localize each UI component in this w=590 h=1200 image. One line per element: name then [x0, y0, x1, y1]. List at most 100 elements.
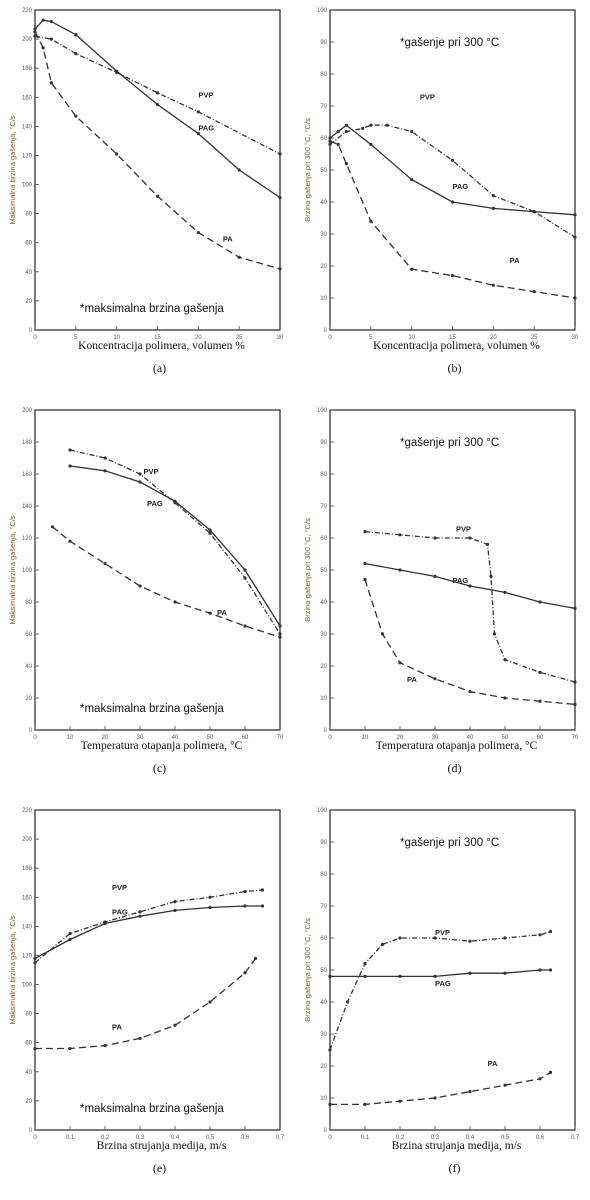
x-tick-label: 20 — [102, 735, 109, 741]
data-point-pa — [50, 525, 55, 529]
x-tick-label: 15 — [154, 335, 161, 341]
series-label-pa: PA — [217, 608, 227, 617]
data-point-pa — [491, 283, 495, 287]
data-point-pvp — [398, 533, 402, 537]
data-point-pvp — [380, 942, 385, 946]
series-line-pa — [364, 579, 576, 706]
annotation-note: *gašenje pri 300 °C — [400, 37, 499, 49]
x-tick-label: 30 — [137, 735, 144, 741]
plot-frame — [34, 9, 281, 331]
x-tick-label: 0 — [33, 735, 37, 741]
x-tick-label: 5 — [369, 335, 373, 341]
chart-panel: 0 0.1 0.2 0.3 0.4 0.5 0.6 0.7 0 10 20 30 40 50 60 70 80 9… — [295, 800, 590, 1200]
y-tick-label: 40 — [25, 664, 32, 670]
y-tick-label: 60 — [320, 136, 327, 142]
chart-panel: 0 10 20 30 40 50 60 70 0 20 40 60 80 100 120 140 160 180 2… — [0, 400, 295, 800]
y-tick-label: 60 — [25, 1041, 32, 1047]
data-point-pag — [538, 600, 542, 604]
chart-svg: 0 5 10 15 20 25 30 0 10 20 30 40 50 60 70 80 90 100 Brzina… — [303, 8, 579, 375]
panel-caption: (e) — [153, 1161, 166, 1175]
data-point-pa — [503, 1083, 507, 1087]
data-point-pvp — [503, 658, 507, 662]
data-point-pag — [74, 33, 78, 37]
data-point-pa — [398, 1099, 402, 1103]
data-point-pag — [573, 606, 577, 610]
data-point-pa — [115, 152, 119, 156]
data-point-pa — [278, 267, 282, 271]
data-point-pa — [243, 971, 247, 975]
data-point-pag — [336, 130, 340, 134]
y-tick-label: 160 — [22, 472, 33, 478]
y-tick-label: 10 — [320, 1096, 327, 1102]
series-line-pvp — [329, 124, 576, 238]
series-line-pag — [330, 969, 551, 978]
y-tick-label: 80 — [25, 600, 32, 606]
y-tick-label: 100 — [317, 408, 328, 414]
x-tick-label: 0.1 — [361, 1135, 370, 1141]
data-point-pvp — [243, 889, 247, 894]
x-tick-label: 10 — [408, 335, 415, 341]
y-tick-label: 100 — [22, 568, 33, 574]
data-point-pvp — [573, 235, 577, 239]
y-tick-label: 200 — [22, 408, 33, 414]
series-line-pvp — [329, 930, 551, 1051]
series-label-pag: PAG — [453, 182, 469, 191]
data-point-pag — [532, 210, 536, 214]
data-point-pvp — [468, 536, 472, 540]
series-label-pag: PAG — [198, 124, 214, 133]
data-point-pag — [260, 904, 265, 908]
y-axis-label: Brzina gašenja pri 300 °C, °C/s — [303, 918, 312, 1022]
annotation-note: *maksimalna brzina gašenja — [80, 303, 224, 315]
x-tick-label: 20 — [195, 335, 202, 341]
data-point-pag — [103, 469, 107, 473]
y-tick-label: 0 — [29, 728, 33, 734]
data-point-pag — [33, 27, 37, 31]
data-point-pa — [243, 624, 247, 628]
x-tick-label: 0.2 — [396, 1135, 405, 1141]
data-point-pvp — [208, 895, 212, 899]
data-point-pvp — [369, 123, 373, 127]
data-point-pag — [410, 178, 414, 182]
y-axis-label: Brzina gašenja pri 300 °C, °C/s — [303, 518, 312, 622]
series-line-pvp — [34, 35, 281, 155]
data-point-pvp — [485, 542, 490, 546]
data-point-pa — [173, 1023, 177, 1027]
data-point-pvp — [538, 933, 542, 937]
y-tick-label: 0 — [29, 1128, 33, 1134]
series-label-pag: PAG — [147, 499, 163, 508]
series-label-pa: PA — [510, 256, 520, 265]
data-point-pa — [74, 114, 78, 118]
x-tick-label: 30 — [572, 335, 579, 341]
y-tick-label: 80 — [320, 872, 327, 878]
y-tick-label: 60 — [25, 241, 32, 247]
y-tick-label: 50 — [320, 968, 327, 974]
y-axis-label: Maksimalna brzina gašenja, °C/s — [8, 915, 17, 1025]
data-point-pvp — [433, 536, 437, 540]
y-tick-label: 0 — [324, 728, 328, 734]
data-point-pag — [433, 574, 437, 578]
data-point-pa — [196, 230, 200, 235]
series-label-pvp: PVP — [198, 90, 213, 99]
series-line-pvp — [34, 889, 263, 964]
data-point-pag — [49, 20, 53, 24]
data-point-pa — [336, 142, 340, 146]
y-tick-label: 0 — [29, 328, 33, 334]
data-point-pvp — [33, 34, 37, 38]
y-axis-label: Brzina gašenja pri 300 °C, °C/s — [303, 118, 312, 222]
data-point-pa — [363, 1102, 367, 1106]
y-tick-label: 20 — [320, 264, 327, 270]
chart-svg: 0 0.1 0.2 0.3 0.4 0.5 0.6 0.7 0 20 40 60 80 100 120 140… — [8, 808, 285, 1175]
series-line-pa — [35, 958, 257, 1050]
y-tick-label: 120 — [22, 953, 33, 959]
data-point-pvp — [492, 632, 497, 636]
y-tick-label: 80 — [320, 72, 327, 78]
data-point-pa — [380, 632, 385, 636]
x-axis-label: Brzina strujanja medija, m/s — [392, 1140, 522, 1152]
series-label-pa: PA — [488, 1059, 498, 1068]
data-point-pag — [344, 123, 348, 127]
y-tick-label: 80 — [25, 1012, 32, 1018]
data-point-pag — [503, 971, 507, 975]
data-point-pag — [243, 568, 247, 572]
data-point-pvp — [363, 530, 367, 534]
data-point-pvp — [450, 158, 455, 162]
